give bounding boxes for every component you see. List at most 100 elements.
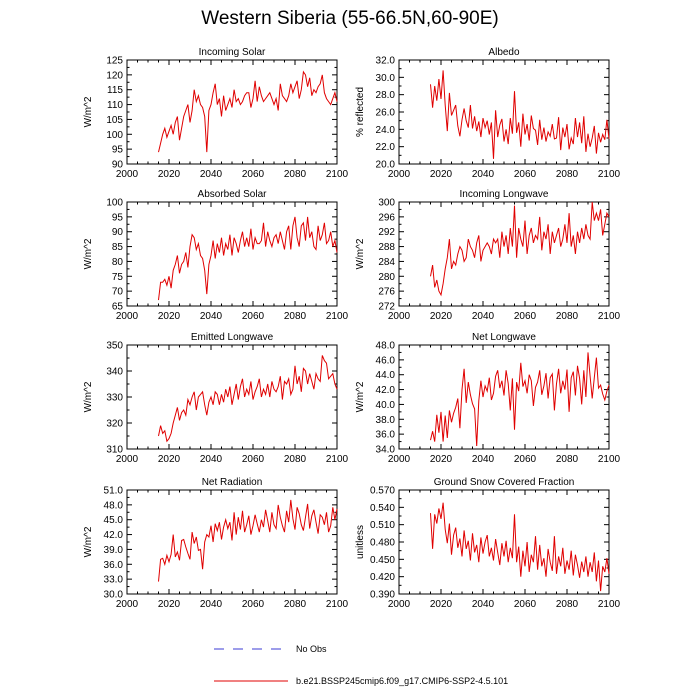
x-tick-label: 2000 — [116, 169, 139, 180]
x-tick-label: 2040 — [472, 169, 495, 180]
x-tick-label: 2020 — [158, 311, 181, 322]
x-tick-label: 2100 — [326, 454, 349, 465]
x-tick-label: 2080 — [556, 454, 579, 465]
y-axis-label: % reflected — [355, 87, 366, 137]
y-tick-label: 300 — [378, 198, 395, 209]
y-tick-label: 20.0 — [376, 160, 396, 171]
y-tick-label: 120 — [106, 70, 123, 81]
x-tick-label: 2000 — [388, 311, 411, 322]
y-tick-label: 296 — [378, 212, 395, 223]
y-tick-label: 284 — [378, 257, 395, 268]
panels-layer: Incoming Solar W/m^2 2000 2020 2040 2060 2080 2… — [83, 47, 621, 610]
x-tick-label: 2100 — [598, 169, 621, 180]
x-tick-label: 2060 — [242, 454, 265, 465]
x-tick-label: 2000 — [388, 454, 411, 465]
y-tick-label: 36.0 — [376, 430, 396, 441]
plot-frame — [398, 344, 610, 450]
y-tick-label: 75 — [112, 272, 124, 283]
x-tick-label: 2040 — [472, 311, 495, 322]
x-tick-label: 2000 — [116, 311, 139, 322]
y-tick-label: 46.0 — [376, 355, 396, 366]
y-tick-label: 42.0 — [104, 530, 124, 541]
y-tick-label: 340 — [106, 367, 123, 378]
y-axis-label: W/m^2 — [355, 238, 366, 269]
y-tick-label: 34.0 — [376, 445, 396, 456]
y-tick-label: 32.0 — [376, 56, 396, 67]
y-tick-label: 0.510 — [370, 520, 395, 531]
y-tick-label: 30.0 — [376, 73, 396, 84]
series-line — [158, 499, 338, 582]
y-axis-label: unitless — [355, 525, 366, 559]
y-tick-label: 0.450 — [370, 555, 395, 566]
x-tick-label: 2060 — [242, 169, 265, 180]
y-tick-label: 80 — [112, 257, 124, 268]
y-tick-label: 310 — [106, 445, 123, 456]
x-tick-label: 2020 — [158, 599, 181, 610]
series-line — [430, 201, 610, 297]
plot-frame — [398, 201, 610, 307]
panel-title: Albedo — [488, 47, 520, 58]
x-tick-label: 2100 — [598, 311, 621, 322]
y-tick-label: 320 — [106, 419, 123, 430]
y-tick-label: 95 — [112, 145, 124, 156]
y-tick-label: 40.0 — [376, 400, 396, 411]
x-tick-label: 2060 — [242, 311, 265, 322]
y-tick-label: 0.480 — [370, 538, 395, 549]
x-tick-label: 2020 — [430, 311, 453, 322]
y-axis-label: W/m^2 — [355, 381, 366, 412]
panel-title: Absorbed Solar — [198, 189, 268, 200]
x-tick-label: 2080 — [556, 599, 579, 610]
y-tick-label: 288 — [378, 242, 395, 253]
x-tick-label: 2000 — [388, 599, 411, 610]
y-tick-label: 39.0 — [104, 545, 124, 556]
x-tick-label: 2080 — [284, 169, 307, 180]
y-tick-label: 100 — [106, 198, 123, 209]
y-tick-label: 0.570 — [370, 486, 395, 497]
panel-6: Net Longwave W/m^2 2000 2020 2040 2060 2080 210… — [355, 332, 621, 465]
panel-8: Ground Snow Covered Fraction unitless 2000… — [355, 477, 621, 610]
panel-title: Emitted Longwave — [191, 332, 274, 343]
y-axis-label: W/m^2 — [83, 381, 94, 412]
x-tick-label: 2080 — [284, 311, 307, 322]
y-tick-label: 110 — [107, 100, 123, 111]
chart-main-title: Western Siberia (55-66.5N,60-90E) — [201, 8, 499, 29]
x-tick-label: 2020 — [430, 454, 453, 465]
y-tick-label: 272 — [378, 302, 395, 313]
x-tick-label: 2020 — [158, 454, 181, 465]
x-tick-label: 2060 — [242, 599, 265, 610]
y-tick-label: 0.540 — [370, 503, 395, 514]
panel-title: Net Radiation — [202, 477, 263, 488]
x-tick-label: 2080 — [556, 169, 579, 180]
y-tick-label: 125 — [106, 56, 123, 67]
x-tick-label: 2000 — [388, 169, 411, 180]
y-tick-label: 24.0 — [376, 125, 396, 136]
x-tick-label: 2020 — [158, 169, 181, 180]
y-tick-label: 292 — [378, 227, 395, 238]
x-tick-label: 2080 — [556, 311, 579, 322]
y-tick-label: 276 — [378, 287, 395, 298]
panel-title: Incoming Solar — [199, 47, 266, 58]
series-line — [158, 216, 338, 301]
x-tick-label: 2100 — [326, 599, 349, 610]
y-tick-label: 95 — [112, 212, 124, 223]
panel-1: Incoming Solar W/m^2 2000 2020 2040 2060 2080 2… — [83, 47, 349, 180]
x-tick-label: 2020 — [430, 169, 453, 180]
y-tick-label: 70 — [112, 287, 124, 298]
y-tick-label: 30.0 — [104, 590, 124, 601]
series-line — [158, 70, 338, 153]
y-axis-label: W/m^2 — [83, 238, 94, 269]
y-tick-label: 33.0 — [104, 575, 124, 586]
y-tick-label: 45.0 — [104, 515, 124, 526]
y-tick-label: 330 — [106, 393, 123, 404]
panel-3: Absorbed Solar W/m^2 2000 2020 2040 2060 2080 2… — [83, 189, 349, 322]
y-tick-label: 26.0 — [376, 108, 396, 119]
x-tick-label: 2000 — [116, 599, 139, 610]
x-tick-label: 2100 — [326, 311, 349, 322]
y-tick-label: 90 — [112, 160, 124, 171]
legend-model-label: b.e21.BSSP245cmip6.f09_g17.CMIP6-SSP2-4.… — [296, 676, 508, 686]
y-tick-label: 0.420 — [370, 572, 395, 583]
y-tick-label: 22.0 — [376, 142, 396, 153]
x-tick-label: 2080 — [284, 599, 307, 610]
x-tick-label: 2040 — [200, 169, 223, 180]
